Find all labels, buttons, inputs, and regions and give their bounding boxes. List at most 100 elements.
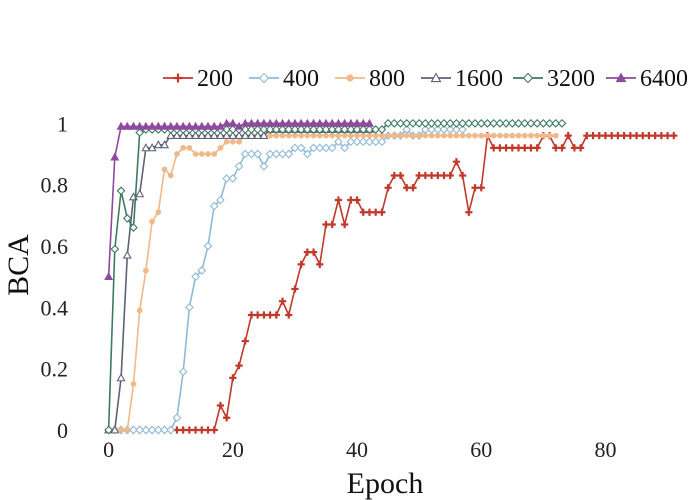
- data-point: [141, 121, 151, 130]
- data-point: [384, 184, 392, 192]
- data-point: [471, 184, 479, 192]
- data-point: [365, 208, 374, 216]
- data-point: [129, 223, 138, 232]
- data-point: [323, 132, 329, 139]
- data-point: [414, 118, 424, 128]
- data-point: [259, 161, 269, 171]
- data-point: [534, 132, 541, 139]
- data-point: [161, 166, 168, 173]
- data-point: [428, 132, 435, 139]
- data-point: [334, 137, 343, 147]
- legend-marker: [430, 72, 442, 83]
- data-point: [639, 132, 647, 140]
- data-point: [372, 132, 379, 139]
- data-point: [365, 137, 374, 147]
- y-tick-label: 1: [57, 111, 68, 136]
- data-point: [372, 208, 380, 216]
- data-point: [508, 144, 516, 152]
- data-point: [403, 184, 411, 192]
- data-point: [353, 196, 361, 204]
- data-point: [185, 426, 193, 434]
- data-point: [240, 149, 250, 159]
- data-point: [379, 132, 385, 139]
- plot-area: [104, 118, 678, 435]
- legend-item-3200: 3200: [513, 66, 595, 92]
- data-point: [632, 132, 641, 140]
- data-point: [135, 425, 145, 435]
- data-point: [178, 367, 188, 377]
- data-point: [184, 130, 194, 140]
- data-point: [179, 426, 187, 434]
- data-point: [259, 130, 269, 140]
- data-point: [377, 137, 387, 147]
- data-point: [266, 311, 274, 319]
- data-point: [470, 118, 480, 128]
- data-point: [346, 137, 356, 147]
- data-point: [421, 171, 429, 180]
- data-point: [197, 121, 207, 130]
- data-point: [477, 184, 485, 192]
- data-point: [166, 130, 176, 140]
- data-point: [626, 132, 634, 140]
- data-point: [309, 248, 318, 256]
- data-point: [315, 125, 325, 134]
- x-tick-label: 0: [103, 437, 114, 462]
- data-point: [501, 118, 511, 128]
- legend-label: 3200: [547, 66, 595, 92]
- data-point: [290, 125, 300, 134]
- data-point: [209, 130, 219, 140]
- data-point: [433, 118, 443, 128]
- data-point: [452, 158, 461, 166]
- data-point: [403, 132, 410, 139]
- data-point: [340, 125, 350, 134]
- data-point: [497, 132, 503, 139]
- data-point: [552, 132, 559, 139]
- data-point: [322, 220, 330, 229]
- data-point: [358, 137, 368, 147]
- data-point: [104, 272, 114, 281]
- data-point: [160, 121, 169, 130]
- data-point: [147, 121, 157, 130]
- data-point: [526, 118, 536, 128]
- data-point: [130, 381, 137, 387]
- data-point: [166, 121, 176, 130]
- data-point: [278, 118, 287, 127]
- data-point: [302, 149, 312, 159]
- data-point: [657, 132, 665, 140]
- data-point: [347, 196, 355, 204]
- data-point: [217, 144, 224, 151]
- data-point: [385, 132, 391, 139]
- data-point: [265, 149, 275, 159]
- legend-item-400: 400: [249, 66, 319, 92]
- data-point: [557, 118, 567, 128]
- data-point: [315, 118, 325, 127]
- data-point: [160, 425, 169, 435]
- data-point: [310, 132, 317, 139]
- data-point: [285, 132, 292, 139]
- data-point: [153, 121, 163, 130]
- data-point: [172, 413, 182, 423]
- data-point: [153, 140, 163, 149]
- y-tick-label: 0.4: [41, 295, 69, 320]
- data-point: [209, 121, 219, 130]
- data-point: [205, 151, 211, 157]
- legend-label: 1600: [455, 66, 503, 92]
- data-point: [371, 125, 381, 134]
- data-point: [358, 118, 368, 127]
- data-point: [478, 132, 485, 139]
- data-point: [198, 151, 205, 157]
- x-axis-title: Epoch: [347, 467, 424, 500]
- x-tick-label: 60: [470, 437, 492, 462]
- data-point: [292, 132, 298, 139]
- data-point: [234, 121, 244, 130]
- data-point: [259, 125, 269, 134]
- data-point: [614, 132, 622, 140]
- data-point: [489, 118, 499, 128]
- data-point: [116, 186, 126, 196]
- data-point: [229, 138, 236, 145]
- series-line-200: [108, 132, 674, 431]
- series-line-3200: [107, 122, 562, 431]
- x-axis-ticks: 0 20 40 60 80: [103, 437, 616, 462]
- legend-marker: [615, 72, 627, 83]
